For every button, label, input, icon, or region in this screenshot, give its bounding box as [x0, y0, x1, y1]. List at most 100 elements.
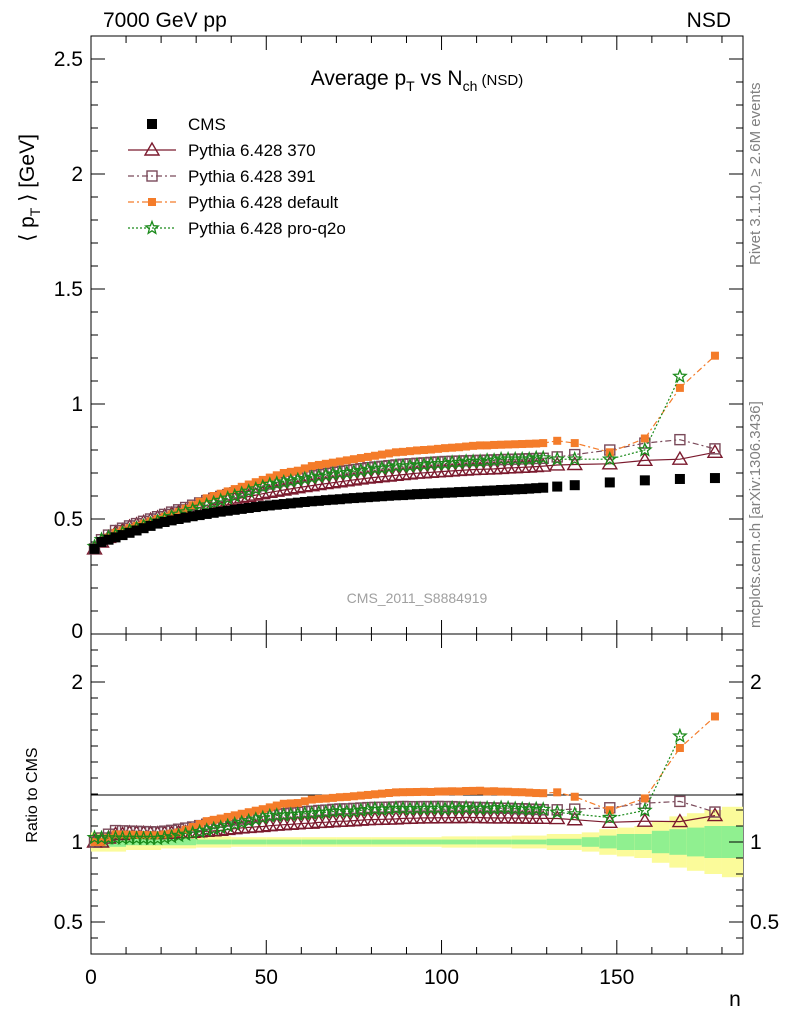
data-point-pythia-6-428-default: [427, 445, 436, 454]
data-point-cms: [194, 510, 205, 521]
data-point-pythia-6-428-default: [539, 439, 548, 448]
data-point-pythia-6-428-default: [279, 469, 288, 477]
chart-title-b-sub: ch: [463, 78, 478, 94]
ratio-point-pythia-6-428-default: [462, 786, 471, 795]
legend-marker-pythia-6-428-pro-q2o: [144, 219, 160, 235]
data-point-pythia-6-428-pro-q2o: [566, 450, 583, 466]
data-point-cms: [531, 483, 542, 494]
ratio-point-pythia-6-428-default: [111, 830, 120, 839]
data-point-pythia-6-428-pro-q2o: [247, 480, 264, 496]
legend-marker-pythia-6-428-391: [146, 170, 158, 182]
ratio-point-pythia-6-428-pro-q2o: [325, 803, 341, 819]
data-point-pythia-6-428-default: [455, 443, 464, 452]
chart-title-a: Average p: [311, 67, 406, 90]
data-point-pythia-6-428-default: [321, 459, 330, 468]
data-point-cms: [257, 501, 268, 512]
data-point-cms: [376, 491, 387, 502]
data-point-cms: [201, 508, 212, 519]
ratio-point-pythia-6-428-default: [258, 805, 267, 814]
data-point-pythia-6-428-default: [710, 351, 719, 360]
data-point-cms: [313, 495, 324, 506]
data-point-pythia-6-428-pro-q2o: [486, 452, 503, 468]
data-point-pythia-6-428-pro-q2o: [296, 470, 313, 486]
ratio-band-inner: [266, 839, 302, 845]
data-point-pythia-6-428-default: [511, 440, 520, 449]
data-point-pythia-6-428-default: [160, 512, 169, 521]
data-point-cms: [187, 511, 198, 522]
ratio-band-inner: [686, 827, 705, 857]
ratio-point-pythia-6-428-pro-q2o: [184, 825, 201, 840]
x-tick-label: 150: [599, 966, 634, 989]
data-point-pythia-6-428-default: [167, 510, 176, 519]
data-point-pythia-6-428-default: [398, 447, 407, 456]
ratio-point-pythia-6-428-pro-q2o: [149, 830, 166, 846]
ratio-point-pythia-6-428-default: [286, 799, 295, 808]
ratio-point-pythia-6-428-default: [300, 797, 309, 806]
data-point-pythia-6-428-default: [570, 439, 579, 448]
data-point-cms: [306, 496, 317, 507]
ratio-point-pythia-6-428-default: [223, 812, 232, 821]
data-point-pythia-6-428-pro-q2o: [601, 450, 618, 466]
data-point-pythia-6-428-default: [349, 455, 358, 464]
data-point-pythia-6-428-370: [706, 443, 724, 458]
data-point-cms: [538, 482, 549, 493]
data-point-pythia-6-428-default: [490, 440, 499, 449]
ratio-band-inner: [546, 838, 582, 846]
ratio-point-pythia-6-428-pro-q2o: [416, 800, 432, 816]
data-point-cms: [341, 493, 352, 504]
data-point-cms: [383, 490, 394, 501]
data-point-cms: [355, 492, 366, 503]
data-point-pythia-6-428-pro-q2o: [637, 441, 653, 457]
x-axis-label: n: [729, 988, 741, 1011]
ratio-point-pythia-6-428-default: [104, 834, 113, 843]
ratio-point-pythia-6-428-pro-q2o: [601, 809, 618, 825]
ratio-point-pythia-6-428-pro-q2o: [352, 802, 369, 818]
data-point-pythia-6-428-pro-q2o: [275, 473, 292, 489]
ratio-point-pythia-6-428-391: [709, 806, 721, 818]
data-point-pythia-6-428-default: [476, 441, 485, 450]
data-point-pythia-6-428-pro-q2o: [359, 461, 376, 477]
ratio-band-inner: [651, 830, 670, 854]
data-point-pythia-6-428-370: [636, 451, 654, 467]
ratio-band-inner: [336, 839, 372, 845]
ratio-point-pythia-6-428-default: [237, 809, 246, 818]
ratio-point-pythia-6-428-default: [363, 790, 372, 799]
ratio-point-pythia-6-428-370: [534, 809, 552, 825]
data-point-pythia-6-428-default: [525, 439, 534, 448]
data-point-pythia-6-428-pro-q2o: [324, 465, 341, 481]
data-point-pythia-6-428-pro-q2o: [318, 467, 334, 483]
ratio-uncertainty-bands: [91, 806, 743, 878]
ratio-point-pythia-6-428-default: [413, 788, 421, 796]
ratio-point-pythia-6-428-default: [525, 788, 534, 797]
ratio-band-inner: [634, 834, 652, 850]
data-point-pythia-6-428-default: [314, 460, 323, 469]
data-point-cms: [327, 494, 338, 505]
data-point-cms: [524, 483, 535, 494]
data-point-cms: [180, 512, 191, 523]
data-point-cms: [292, 497, 303, 508]
ratio-point-pythia-6-428-pro-q2o: [402, 801, 418, 816]
ratio-point-pythia-6-428-default: [570, 792, 579, 801]
data-point-cms: [110, 532, 121, 543]
ratio-series-group: [86, 712, 724, 848]
ratio-point-pythia-6-428-pro-q2o: [451, 800, 467, 816]
data-point-pythia-6-428-default: [356, 454, 365, 463]
data-point-cms: [475, 486, 486, 497]
ratio-point-pythia-6-428-pro-q2o: [318, 804, 334, 820]
data-point-cms: [552, 481, 563, 492]
data-point-pythia-6-428-default: [335, 457, 344, 466]
data-point-pythia-6-428-default: [553, 436, 562, 445]
data-point-pythia-6-428-pro-q2o: [198, 496, 215, 512]
data-point-cms: [278, 499, 289, 510]
ratio-point-pythia-6-428-default: [497, 787, 506, 796]
legend-label-pythia-6-428-pro-q2o: Pythia 6.428 pro-q2o: [188, 219, 346, 238]
legend-marker-pythia-6-428-370: [143, 141, 161, 156]
ratio-point-pythia-6-428-default: [307, 795, 316, 804]
ratio-point-pythia-6-428-pro-q2o: [359, 801, 376, 817]
data-point-pythia-6-428-pro-q2o: [254, 478, 271, 494]
analysis-watermark: CMS_2011_S8884919: [347, 590, 488, 606]
ratio-point-pythia-6-428-default: [455, 787, 464, 796]
ratio-band-inner: [704, 826, 722, 858]
data-point-cms: [285, 498, 296, 509]
